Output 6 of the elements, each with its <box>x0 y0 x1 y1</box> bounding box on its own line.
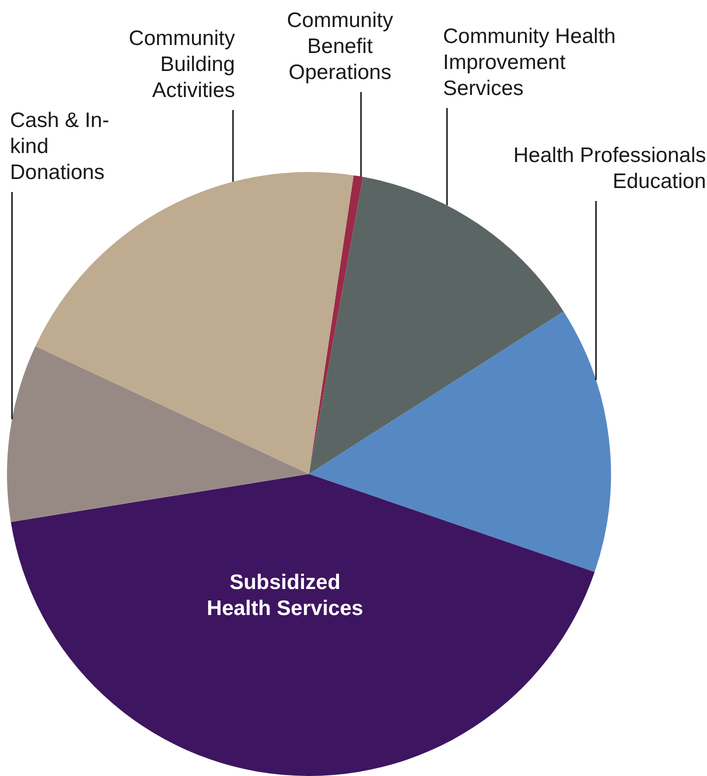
slice-label: Health Professionals Education <box>512 143 706 195</box>
slice-label: Cash & In-kind Donations <box>10 108 110 186</box>
slice-label: Community Benefit Operations <box>286 8 394 86</box>
slice-label: Community Health Improvement Services <box>443 24 617 102</box>
slice-label: Community Building Activities <box>128 26 235 104</box>
slice-label: Subsidized Health Services <box>206 570 364 622</box>
